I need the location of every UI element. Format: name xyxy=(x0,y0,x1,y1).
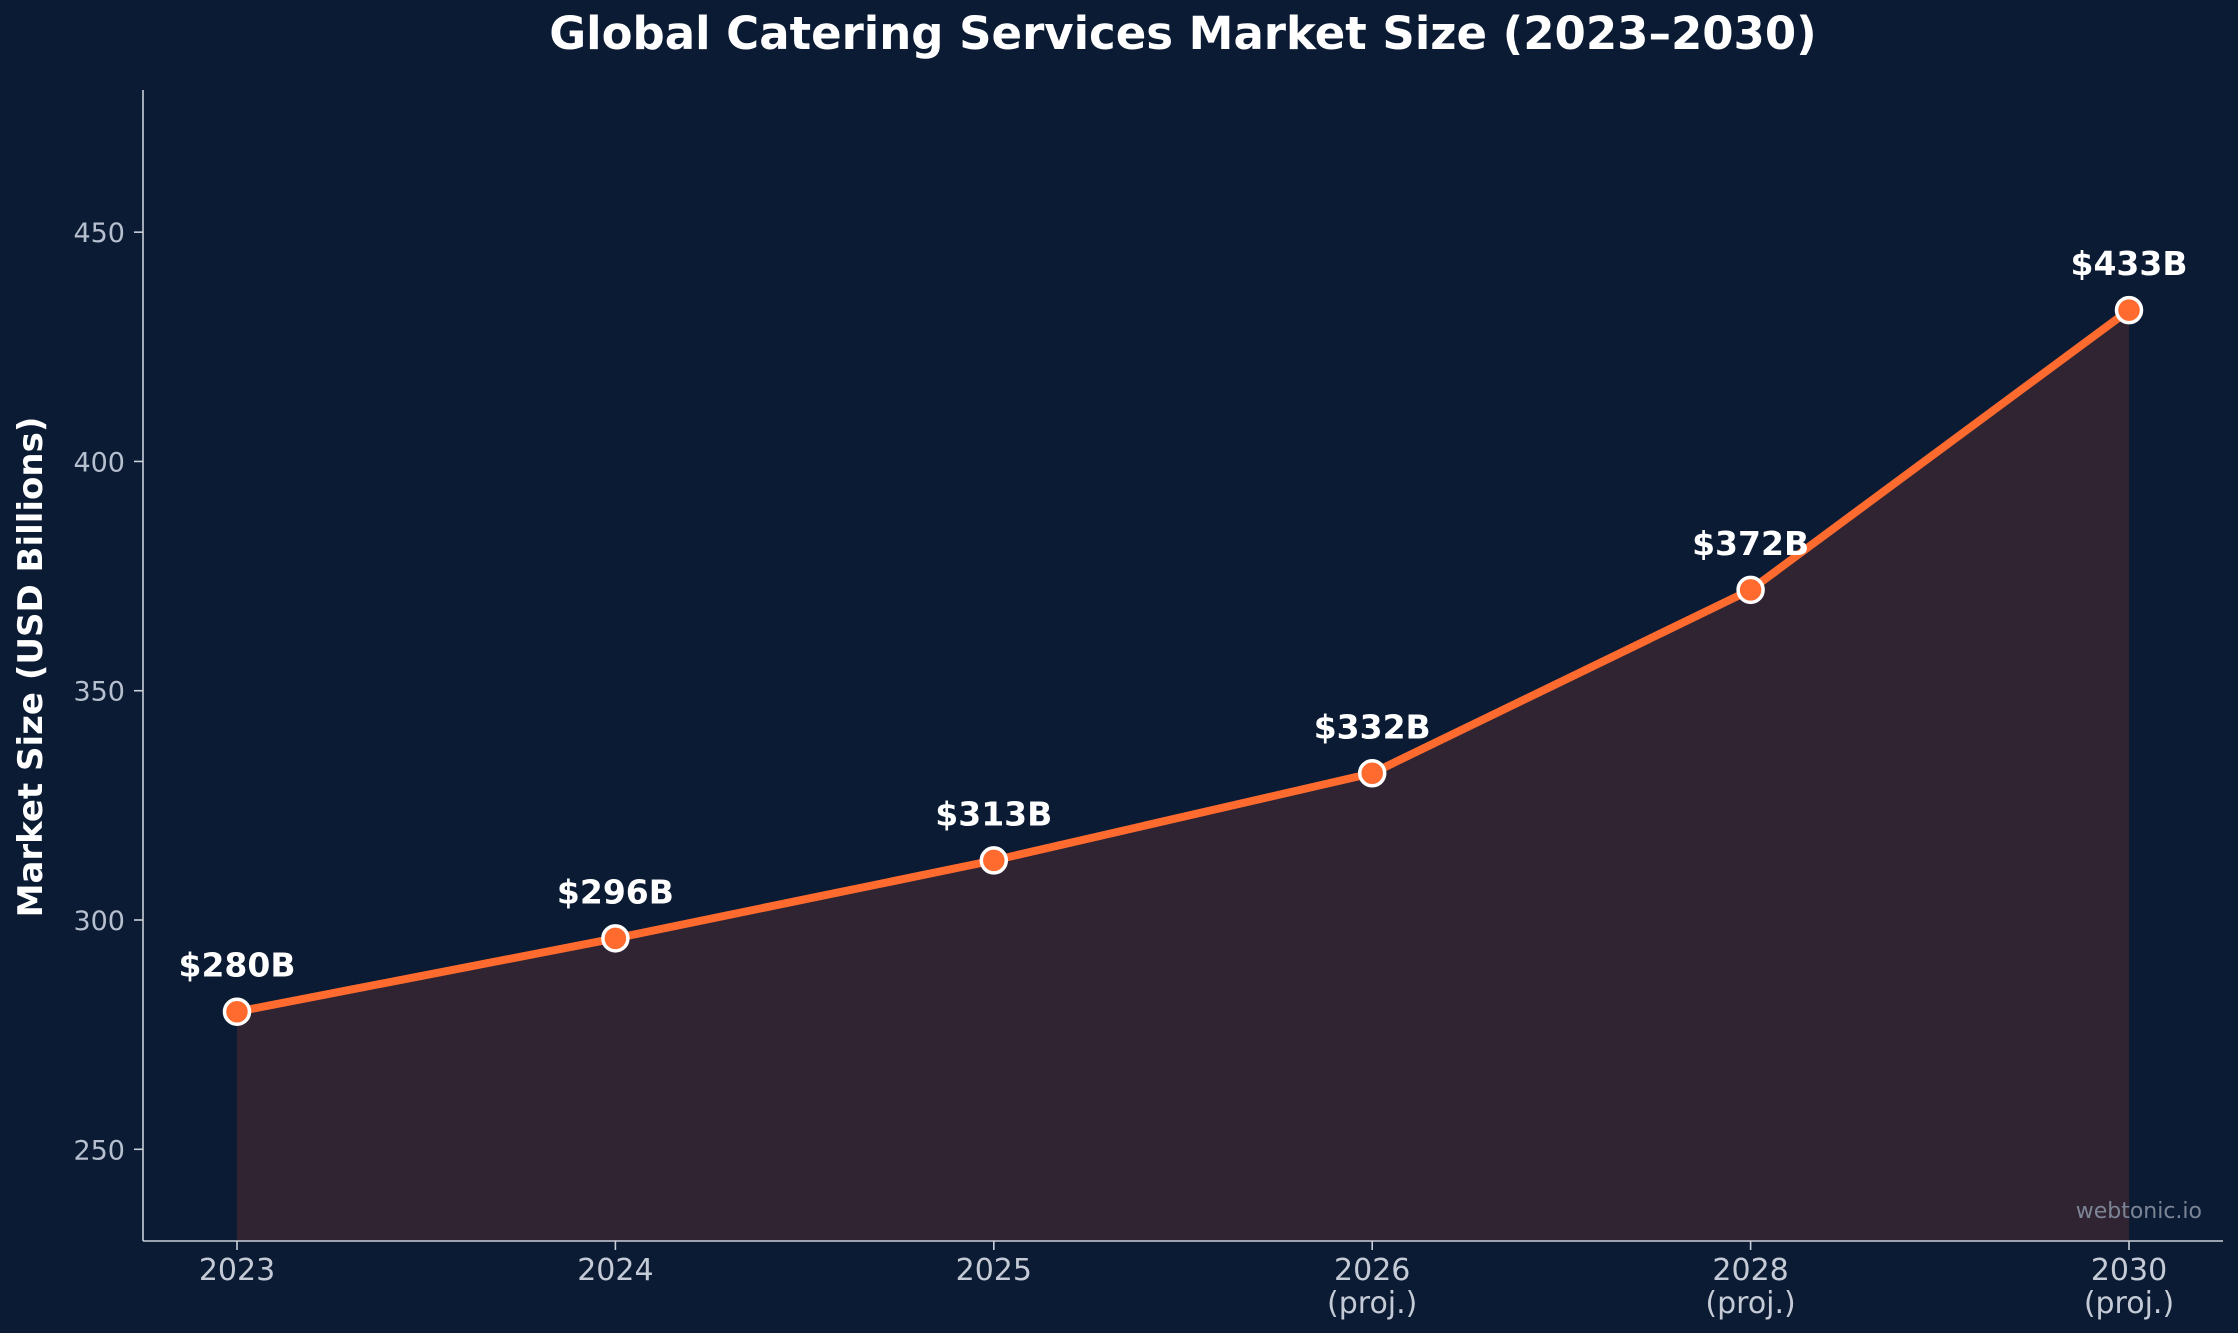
data-label: $280B xyxy=(179,946,296,985)
data-label: $332B xyxy=(1314,707,1431,746)
x-tick-sublabel: (proj.) xyxy=(2084,1286,2174,1321)
series-line xyxy=(233,306,2133,1016)
data-point xyxy=(601,924,630,953)
y-tick-label: 450 xyxy=(73,218,125,249)
y-tick-label: 400 xyxy=(73,447,125,478)
y-tick-label: 350 xyxy=(73,677,125,708)
data-label: $433B xyxy=(2071,244,2188,283)
y-tick-label: 300 xyxy=(73,906,125,937)
watermark: webtonic.io xyxy=(2076,1199,2202,1224)
data-point xyxy=(222,997,252,1026)
x-tick-sublabel: (proj.) xyxy=(1705,1286,1795,1321)
x-tick-label: 2024 xyxy=(577,1253,653,1288)
area-fill xyxy=(237,310,2129,1241)
data-point xyxy=(1357,759,1387,788)
x-tick-label: 2025 xyxy=(956,1253,1032,1288)
x-tick-label: 2028 xyxy=(1712,1253,1788,1288)
data-label: $372B xyxy=(1692,524,1809,563)
y-axis-label: Market Size (USD Billions) xyxy=(11,417,51,918)
data-label: $313B xyxy=(935,794,1052,833)
x-tick-label: 2026 xyxy=(1334,1253,1410,1288)
x-tick-label: 2023 xyxy=(199,1253,275,1288)
y-tick-label: 250 xyxy=(73,1135,125,1166)
x-tick-label: 2030 xyxy=(2091,1253,2167,1288)
data-label: $296B xyxy=(557,872,674,911)
data-point xyxy=(2114,295,2144,325)
data-point xyxy=(979,846,1009,875)
data-point xyxy=(1736,575,1765,605)
x-tick-sublabel: (proj.) xyxy=(1327,1286,1417,1321)
chart-title: Global Catering Services Market Size (20… xyxy=(549,7,1817,60)
